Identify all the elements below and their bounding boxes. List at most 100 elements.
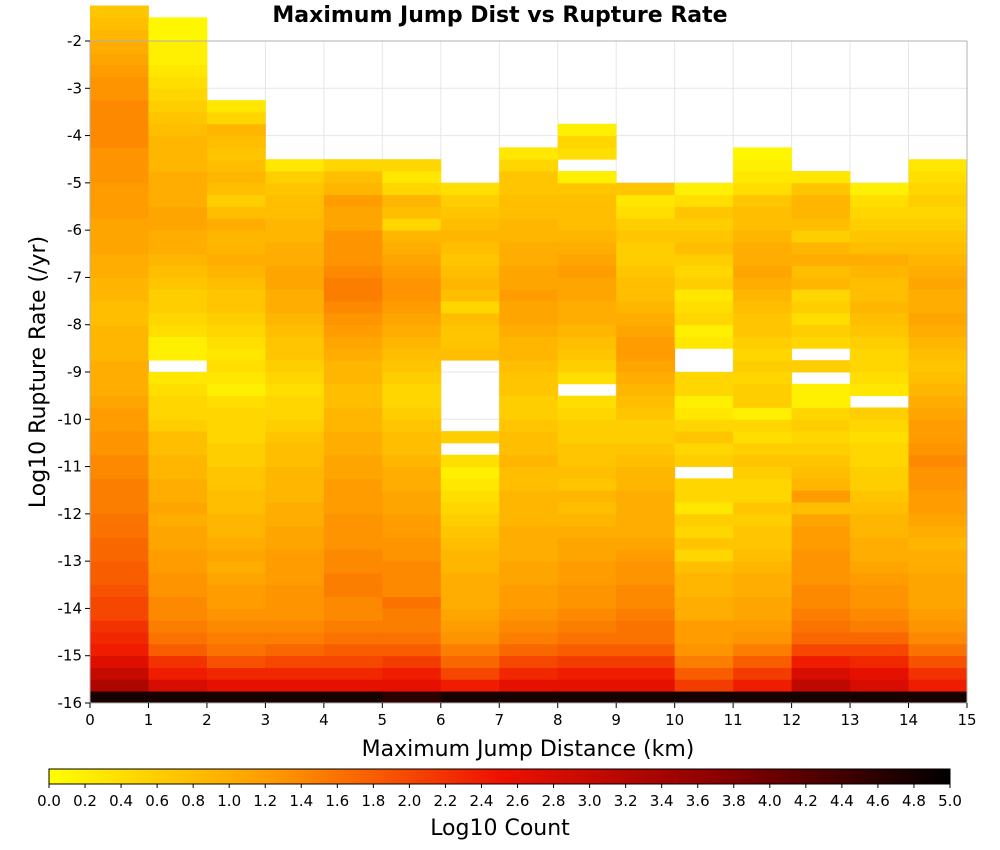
heatmap-cell bbox=[206, 502, 266, 515]
y-tick-label: -11 bbox=[58, 458, 83, 476]
heatmap-cell bbox=[148, 419, 208, 432]
heatmap-cell bbox=[791, 301, 851, 314]
heatmap-cell bbox=[616, 608, 676, 621]
heatmap-cell bbox=[90, 679, 149, 692]
heatmap-cell bbox=[440, 218, 500, 231]
heatmap-cell bbox=[206, 679, 266, 692]
colorbar-tick-label: 0.0 bbox=[37, 792, 61, 810]
heatmap-cell bbox=[850, 230, 909, 243]
heatmap-cell bbox=[206, 218, 266, 231]
heatmap-cell bbox=[733, 336, 792, 349]
heatmap-cell bbox=[265, 194, 325, 207]
heatmap-cell bbox=[265, 206, 325, 219]
heatmap-cell bbox=[733, 490, 792, 503]
heatmap-cell bbox=[499, 312, 559, 326]
heatmap-cell bbox=[206, 348, 266, 361]
heatmap-cell bbox=[206, 230, 266, 243]
heatmap-cell bbox=[557, 194, 617, 207]
heatmap-cell bbox=[616, 289, 676, 302]
heatmap-cell bbox=[382, 324, 442, 337]
heatmap-cell bbox=[674, 265, 734, 278]
heatmap-cell bbox=[557, 324, 617, 337]
heatmap-cell bbox=[908, 277, 968, 290]
x-tick-label: 12 bbox=[782, 711, 801, 729]
heatmap-cell bbox=[382, 159, 442, 172]
heatmap-cell bbox=[90, 360, 149, 373]
heatmap-cell bbox=[557, 608, 617, 621]
heatmap-cell bbox=[148, 230, 208, 243]
heatmap-cell bbox=[440, 608, 500, 621]
heatmap-cell bbox=[323, 407, 383, 420]
heatmap-cell bbox=[499, 596, 559, 609]
heatmap-cell bbox=[908, 171, 968, 184]
heatmap-cell bbox=[791, 194, 851, 207]
heatmap-cell bbox=[265, 230, 325, 243]
heatmap-cell bbox=[90, 17, 149, 30]
heatmap-cell bbox=[382, 502, 442, 515]
heatmap-cell bbox=[733, 679, 792, 692]
heatmap-cell bbox=[557, 478, 617, 491]
y-tick-label: -6 bbox=[67, 221, 82, 239]
heatmap-cell bbox=[148, 76, 208, 89]
heatmap-cell bbox=[265, 667, 325, 680]
heatmap-cell bbox=[440, 277, 500, 290]
heatmap-cell bbox=[733, 206, 792, 219]
heatmap-cell bbox=[499, 643, 559, 657]
heatmap-cell bbox=[674, 324, 734, 337]
heatmap-cell bbox=[90, 372, 149, 385]
heatmap-cell bbox=[616, 478, 676, 491]
heatmap-cell bbox=[265, 431, 325, 444]
heatmap-cell bbox=[791, 289, 851, 302]
heatmap-cell bbox=[908, 608, 968, 621]
heatmap-cell bbox=[733, 289, 792, 302]
heatmap-cell bbox=[90, 100, 149, 113]
heatmap-cell bbox=[674, 513, 734, 527]
heatmap-cell bbox=[206, 584, 266, 598]
heatmap-cell bbox=[791, 360, 851, 373]
heatmap-cell bbox=[557, 372, 617, 385]
heatmap-cell bbox=[323, 383, 383, 397]
heatmap-cell bbox=[265, 584, 325, 598]
heatmap-cell bbox=[382, 182, 442, 196]
heatmap-cell bbox=[265, 241, 325, 255]
heatmap-cell bbox=[850, 643, 909, 657]
heatmap-cell bbox=[323, 230, 383, 243]
heatmap-cell bbox=[733, 383, 792, 397]
heatmap-cell bbox=[206, 383, 266, 397]
heatmap-cell bbox=[616, 218, 676, 231]
heatmap-cell bbox=[148, 572, 208, 586]
heatmap-cell bbox=[557, 667, 617, 680]
heatmap-cell bbox=[206, 608, 266, 621]
heatmap-cell bbox=[382, 312, 442, 326]
heatmap-cell bbox=[733, 525, 792, 538]
heatmap-cell bbox=[850, 478, 909, 491]
heatmap-cell bbox=[499, 466, 559, 479]
heatmap-cell bbox=[616, 466, 676, 479]
heatmap-cell bbox=[440, 431, 500, 444]
heatmap-cell bbox=[557, 407, 617, 420]
heatmap-cell bbox=[791, 478, 851, 491]
heatmap-cell bbox=[908, 182, 968, 196]
heatmap-cell bbox=[148, 324, 208, 337]
heatmap-cell bbox=[733, 194, 792, 207]
heatmap-cell bbox=[90, 5, 149, 18]
heatmap-cell bbox=[791, 608, 851, 621]
heatmap-cell bbox=[733, 454, 792, 467]
heatmap-cell bbox=[616, 525, 676, 538]
heatmap-cell bbox=[791, 218, 851, 231]
heatmap-cell bbox=[148, 502, 208, 515]
heatmap-cell bbox=[733, 608, 792, 621]
heatmap-cell bbox=[265, 490, 325, 503]
heatmap-cell bbox=[674, 490, 734, 503]
heatmap-cell bbox=[616, 442, 676, 456]
heatmap-cell bbox=[265, 596, 325, 609]
heatmap-cell bbox=[440, 336, 500, 349]
heatmap-cell bbox=[791, 324, 851, 337]
heatmap-cell bbox=[908, 407, 968, 420]
heatmap-cell bbox=[908, 442, 968, 456]
heatmap-cell bbox=[148, 194, 208, 207]
heatmap-cell bbox=[382, 360, 442, 373]
heatmap-cell bbox=[382, 466, 442, 479]
heatmap-cell bbox=[499, 419, 559, 432]
heatmap-cell bbox=[616, 643, 676, 657]
